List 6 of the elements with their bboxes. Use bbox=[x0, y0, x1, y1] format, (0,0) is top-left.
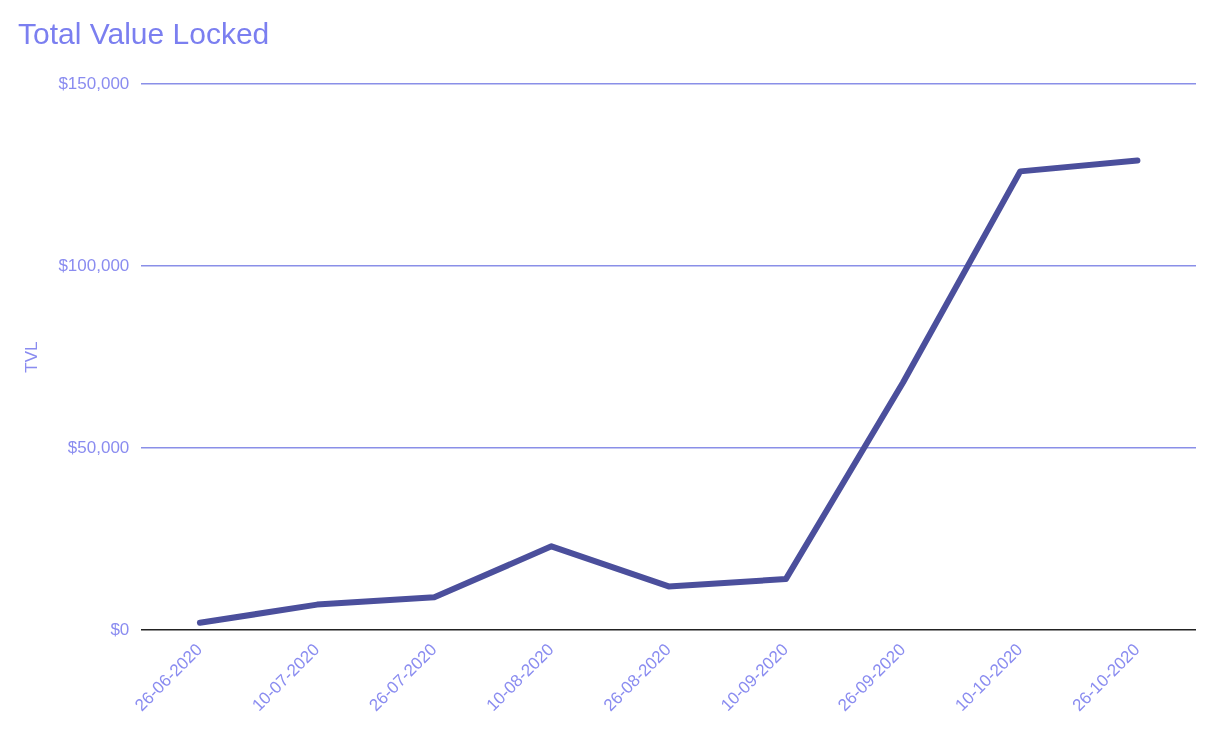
y-tick-label: $50,000 bbox=[67, 437, 130, 457]
y-tick-label: $100,000 bbox=[58, 255, 130, 275]
y-axis-title: TVL bbox=[21, 341, 41, 373]
chart-title: Total Value Locked bbox=[18, 17, 270, 51]
y-tick-label: $0 bbox=[110, 619, 130, 639]
y-tick-label: $150,000 bbox=[58, 73, 130, 93]
